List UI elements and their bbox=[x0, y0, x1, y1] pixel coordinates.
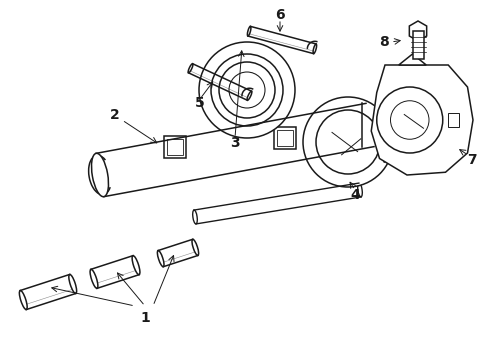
Circle shape bbox=[211, 54, 283, 126]
Ellipse shape bbox=[92, 153, 108, 197]
Text: 1: 1 bbox=[140, 311, 150, 325]
Circle shape bbox=[391, 101, 429, 139]
Ellipse shape bbox=[20, 291, 27, 310]
Text: 2: 2 bbox=[110, 108, 120, 122]
Circle shape bbox=[377, 87, 443, 153]
Circle shape bbox=[316, 110, 380, 174]
Circle shape bbox=[303, 97, 393, 187]
Ellipse shape bbox=[358, 183, 362, 197]
Text: 7: 7 bbox=[467, 153, 477, 167]
Ellipse shape bbox=[192, 239, 198, 256]
Text: 4: 4 bbox=[350, 188, 360, 202]
Ellipse shape bbox=[188, 64, 193, 73]
Polygon shape bbox=[274, 127, 296, 149]
Polygon shape bbox=[384, 122, 411, 162]
Polygon shape bbox=[413, 31, 423, 59]
Polygon shape bbox=[164, 136, 186, 158]
Circle shape bbox=[199, 42, 295, 138]
Text: 6: 6 bbox=[275, 8, 285, 22]
Text: 8: 8 bbox=[379, 35, 389, 49]
Ellipse shape bbox=[313, 44, 317, 54]
Ellipse shape bbox=[132, 256, 140, 275]
Ellipse shape bbox=[157, 251, 164, 267]
Polygon shape bbox=[399, 54, 426, 65]
Ellipse shape bbox=[69, 274, 76, 293]
Ellipse shape bbox=[247, 26, 251, 36]
Polygon shape bbox=[371, 65, 473, 175]
Circle shape bbox=[219, 62, 275, 118]
Text: 5: 5 bbox=[195, 96, 205, 110]
Circle shape bbox=[229, 72, 265, 108]
Ellipse shape bbox=[90, 269, 98, 288]
Polygon shape bbox=[448, 113, 459, 127]
Text: 3: 3 bbox=[230, 136, 240, 150]
Ellipse shape bbox=[247, 91, 252, 100]
Ellipse shape bbox=[193, 210, 197, 224]
Polygon shape bbox=[409, 21, 427, 41]
